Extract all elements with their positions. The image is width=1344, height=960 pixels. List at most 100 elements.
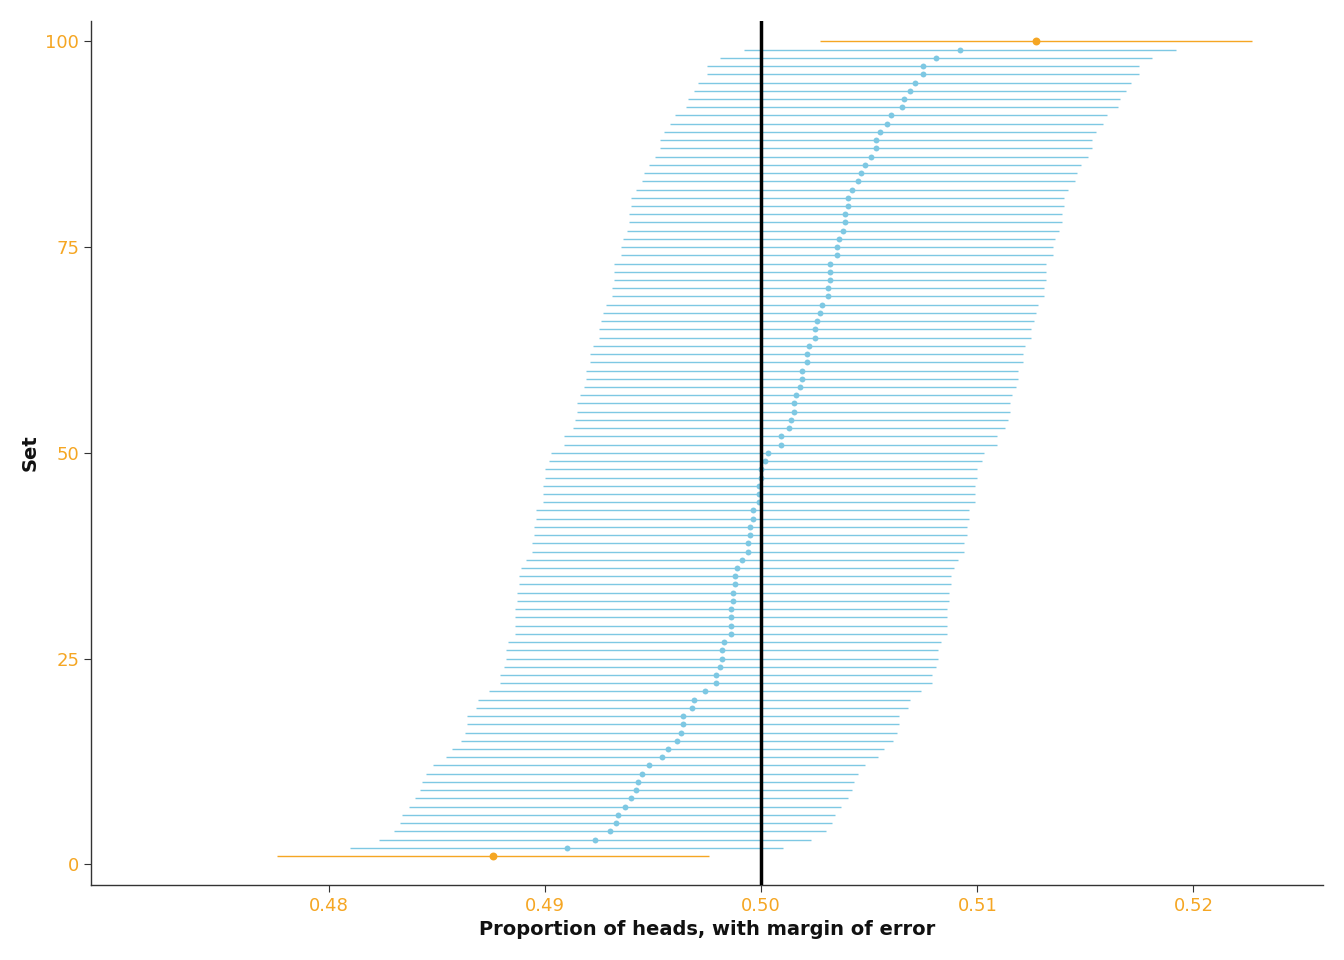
Point [657,741,679,756]
Point [583,832,605,848]
Point [724,568,746,584]
Point [650,750,672,765]
Point [809,305,831,321]
Point [722,593,743,609]
Point [781,412,802,427]
Point [770,437,792,452]
Point [714,635,735,650]
Point [757,445,778,461]
Point [738,536,759,551]
Point [695,684,716,699]
Point [880,108,902,123]
Point [720,610,742,625]
Point [817,280,839,296]
Point [835,215,856,230]
Point [827,248,848,263]
Point [706,667,727,683]
Point [841,181,863,197]
Point [720,626,742,641]
Point [739,519,761,535]
Point [820,273,841,288]
X-axis label: Proportion of heads, with margin of error: Proportion of heads, with margin of erro… [478,921,935,939]
Point [798,338,820,353]
Point [683,692,704,708]
Point [913,66,934,82]
Point [628,775,649,790]
Point [827,239,848,254]
Point [860,149,882,164]
Point [727,561,749,576]
Point [749,487,770,502]
Point [681,700,703,715]
Point [607,807,629,823]
Point [755,453,777,468]
Point [706,676,727,691]
Point [749,494,770,510]
Point [817,289,839,304]
Point [742,503,763,518]
Point [796,347,817,362]
Point [820,264,841,279]
Point [806,314,828,329]
Point [599,824,621,839]
Point [792,363,813,378]
Point [876,116,898,132]
Point [913,59,934,74]
Point [782,404,804,420]
Point [749,478,770,493]
Point [891,100,913,115]
Point [782,396,804,411]
Point [632,766,653,781]
Point [849,165,871,180]
Point [711,642,732,658]
Point [722,585,743,600]
Point [785,388,806,403]
Point [710,660,731,675]
Point [621,791,642,806]
Point [739,527,761,542]
Point [926,50,948,65]
Point [667,733,688,749]
Point [837,190,859,205]
Point [625,782,646,798]
Y-axis label: Set: Set [22,435,40,471]
Point [672,717,694,732]
Point [711,651,732,666]
Point [482,849,504,864]
Point [742,511,763,526]
Point [606,815,628,830]
Point [556,840,578,855]
Point [835,206,856,222]
Point [870,124,891,139]
Point [905,75,926,90]
Point [866,132,887,148]
Point [832,223,853,238]
Point [750,462,771,477]
Point [1025,34,1047,49]
Point [738,544,759,560]
Point [731,552,753,567]
Point [899,84,921,99]
Point [789,379,810,395]
Point [638,757,660,773]
Point [805,330,827,346]
Point [796,354,817,370]
Point [892,91,914,107]
Point [828,231,849,247]
Point [614,799,636,814]
Point [720,602,742,617]
Point [866,141,887,156]
Point [672,708,694,724]
Point [848,174,870,189]
Point [837,199,859,214]
Point [810,297,832,312]
Point [778,420,800,436]
Point [720,618,742,634]
Point [820,256,841,272]
Point [770,429,792,444]
Point [750,469,771,485]
Point [949,42,970,58]
Point [671,725,692,740]
Point [855,157,876,173]
Point [792,372,813,387]
